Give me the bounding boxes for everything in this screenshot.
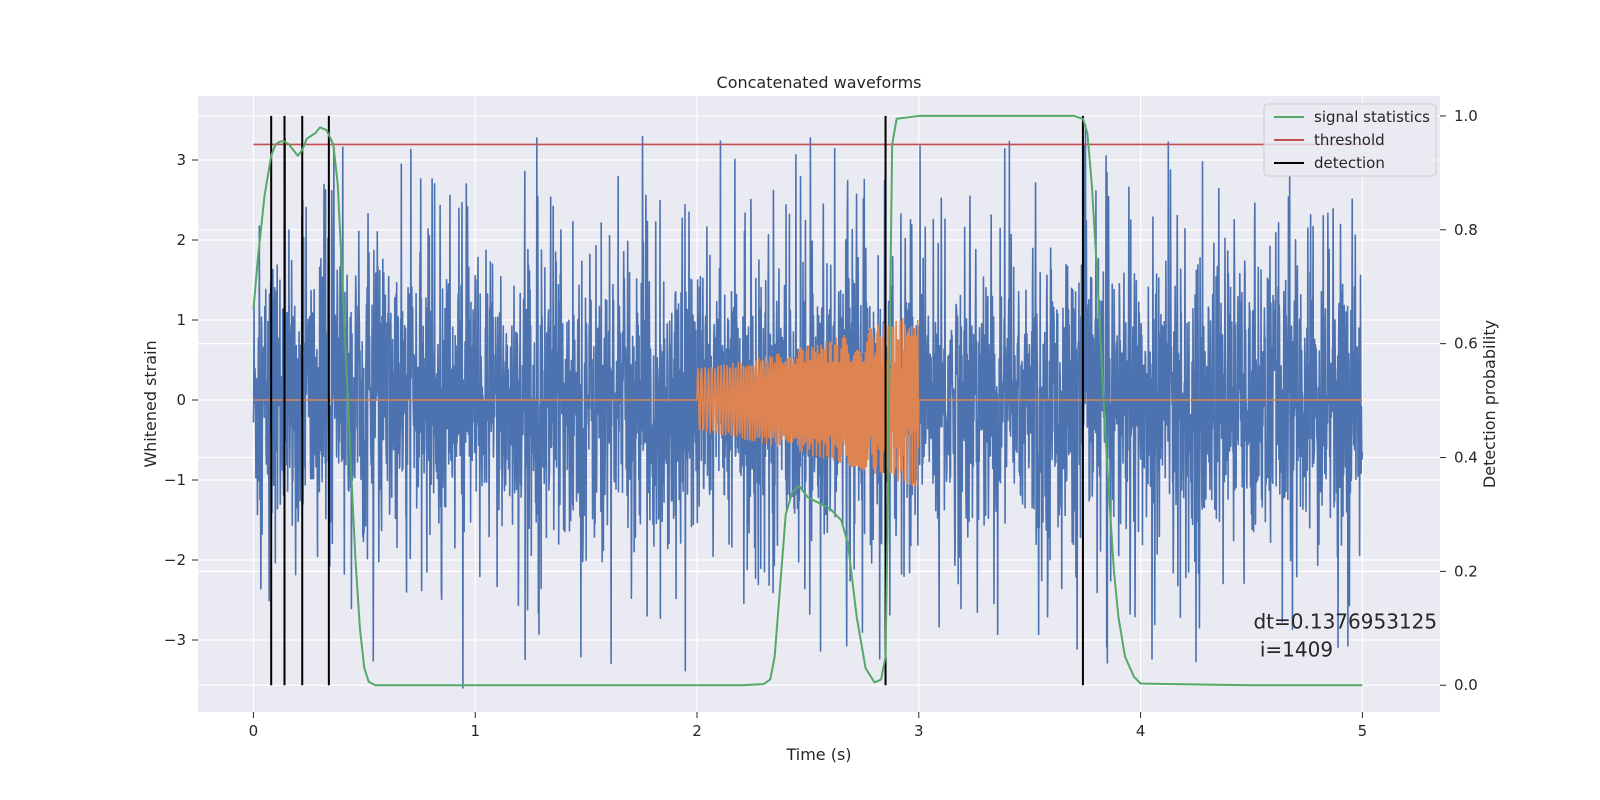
- signal-statistics-line: [252, 114, 1363, 687]
- tick-label-left: 1: [176, 311, 186, 329]
- chart-title: Concatenated waveforms: [717, 73, 922, 92]
- legend-label: signal statistics: [1314, 108, 1430, 126]
- tick-label-left: 3: [176, 151, 186, 169]
- tick-label-bottom: 5: [1358, 722, 1368, 740]
- annotation-i: i=1409: [1253, 637, 1333, 661]
- right-ticks: 0.0 0.2 0.4 0.6 0.8 1.0: [1440, 107, 1478, 694]
- tick-label-left: −2: [164, 551, 186, 569]
- tick-label-right: 1.0: [1454, 107, 1478, 125]
- tick-label-bottom: 2: [692, 722, 702, 740]
- tick-label-bottom: 3: [914, 722, 924, 740]
- tick-label-left: −1: [164, 471, 186, 489]
- tick-label-bottom: 0: [249, 722, 259, 740]
- tick-label-left: 2: [176, 231, 186, 249]
- tick-label-right: 0.6: [1454, 335, 1478, 353]
- bottom-ticks: 0 1 2 3 4 5: [249, 712, 1367, 740]
- tick-label-left: 0: [176, 391, 186, 409]
- legend-label: detection: [1314, 154, 1385, 172]
- tick-label-right: 0.2: [1454, 562, 1478, 580]
- legend: signal statistics threshold detection: [1263, 103, 1437, 177]
- y-axis-label-right: Detection probability: [1480, 320, 1499, 488]
- tick-label-right: 0.8: [1454, 221, 1478, 239]
- x-axis-label: Time (s): [785, 745, 851, 764]
- plot-series: [252, 114, 1385, 689]
- y-axis-label: Whitened strain: [141, 340, 160, 467]
- tick-label-left: −3: [164, 631, 186, 649]
- chirp-series-line: [253, 318, 1363, 487]
- annotation-dt: dt=0.1376953125: [1253, 609, 1437, 633]
- legend-box: [1263, 103, 1437, 177]
- tick-label-bottom: 4: [1136, 722, 1146, 740]
- tick-label-right: 0.0: [1454, 676, 1478, 694]
- tick-label-right: 0.4: [1454, 449, 1478, 467]
- left-ticks: −3 −2 −1 0 1 2 3: [164, 151, 198, 649]
- tick-label-bottom: 1: [470, 722, 480, 740]
- legend-label: threshold: [1314, 131, 1385, 149]
- annotation: dt=0.1376953125 i=1409: [1253, 609, 1437, 661]
